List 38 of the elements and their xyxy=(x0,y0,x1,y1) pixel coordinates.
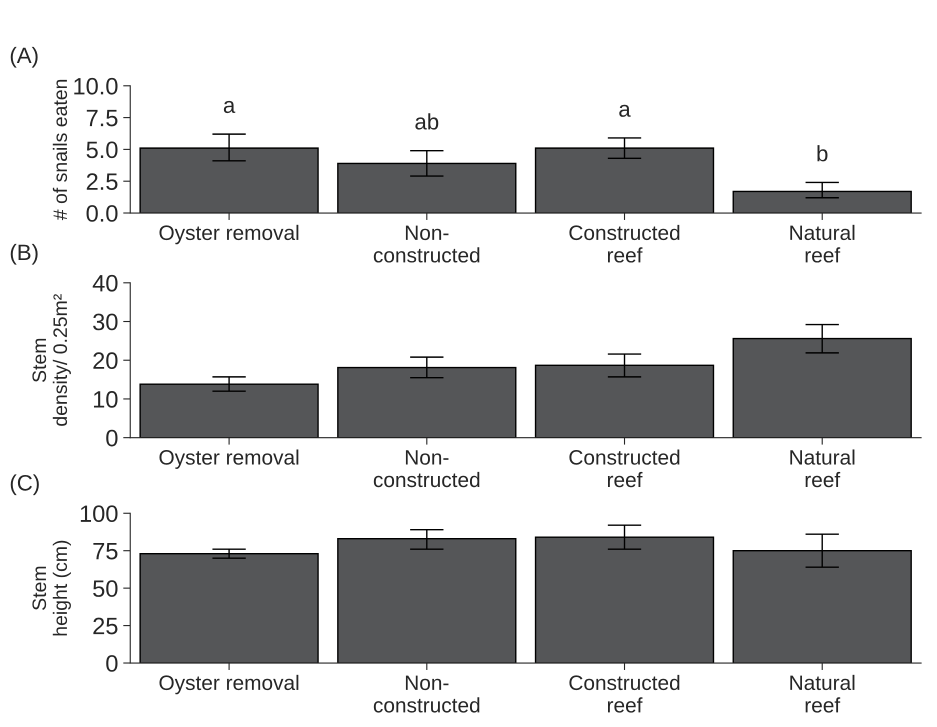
y-tick-label: 7.5 xyxy=(86,110,118,126)
y-tick-label: 30 xyxy=(93,314,118,330)
annotation: b xyxy=(817,145,828,162)
x-tick-label: Natural reef xyxy=(790,449,854,488)
chart-title: (A) xyxy=(10,46,38,68)
x-tick-label: Natural reef xyxy=(790,224,854,263)
annotation: a xyxy=(224,100,236,114)
y-tick-label: 2.5 xyxy=(86,173,118,190)
annotation: a xyxy=(619,104,631,117)
y-tick-label: 0.0 xyxy=(86,205,118,222)
y-axis-title: Stem density/ 0.25m² xyxy=(32,294,71,426)
y-tick-label: 40 xyxy=(92,274,118,292)
x-tick-label: Constructed reef xyxy=(569,224,680,263)
y-tick-label: 20 xyxy=(93,352,118,370)
y-tick-label: 10.0 xyxy=(74,78,118,95)
annotation: ab xyxy=(415,113,438,130)
y-tick-label: 50 xyxy=(93,580,118,597)
y-tick-label: 75 xyxy=(93,543,118,560)
x-tick-label: Oyster removal xyxy=(159,674,298,694)
chart-title: (B) xyxy=(10,244,38,265)
y-tick-label: 10 xyxy=(94,391,118,408)
bar xyxy=(139,553,319,664)
x-tick-label: Non- constructed xyxy=(374,226,480,263)
y-tick-label: 100 xyxy=(80,505,118,522)
y-axis-title: Stem height (cm) xyxy=(32,540,71,636)
chart-title: (C) xyxy=(10,474,39,496)
x-tick-label: Natural reef xyxy=(790,674,854,713)
x-tick-label: Non- constructed xyxy=(374,450,480,488)
y-axis-title: # of snails eaten xyxy=(52,80,68,220)
y-tick-label: 0 xyxy=(106,430,118,446)
x-tick-label: Oyster removal xyxy=(159,449,298,469)
y-tick-label: 5.0 xyxy=(86,141,118,158)
x-tick-label: Constructed reef xyxy=(569,674,680,713)
x-tick-label: Non- constructed xyxy=(374,676,480,713)
y-tick-label: 25 xyxy=(93,618,118,634)
y-tick-label: 0 xyxy=(106,655,118,672)
x-tick-label: Constructed reef xyxy=(569,449,680,488)
x-tick-label: Oyster removal xyxy=(159,224,298,244)
